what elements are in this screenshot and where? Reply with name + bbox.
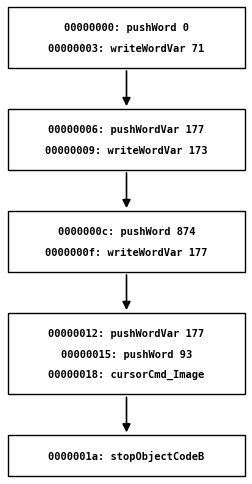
Text: 00000006: pushWordVar 177: 00000006: pushWordVar 177 (48, 125, 204, 135)
Bar (8, 212, 244, 272)
Bar (8, 110, 244, 171)
Bar (8, 8, 244, 69)
Bar (8, 313, 244, 394)
Text: 00000018: cursorCmd_Image: 00000018: cursorCmd_Image (48, 369, 204, 379)
Text: 0000001a: stopObjectCodeB: 0000001a: stopObjectCodeB (48, 450, 204, 461)
Text: 0000000f: writeWordVar 177: 0000000f: writeWordVar 177 (45, 247, 207, 257)
Text: 0000000c: pushWord 874: 0000000c: pushWord 874 (57, 227, 195, 237)
Text: 00000009: writeWordVar 173: 00000009: writeWordVar 173 (45, 145, 207, 155)
Bar (8, 435, 244, 476)
Text: 00000000: pushWord 0: 00000000: pushWord 0 (64, 23, 188, 33)
Text: 00000003: writeWordVar 71: 00000003: writeWordVar 71 (48, 44, 204, 54)
Text: 00000012: pushWordVar 177: 00000012: pushWordVar 177 (48, 329, 204, 339)
Text: 00000015: pushWord 93: 00000015: pushWord 93 (61, 349, 191, 359)
